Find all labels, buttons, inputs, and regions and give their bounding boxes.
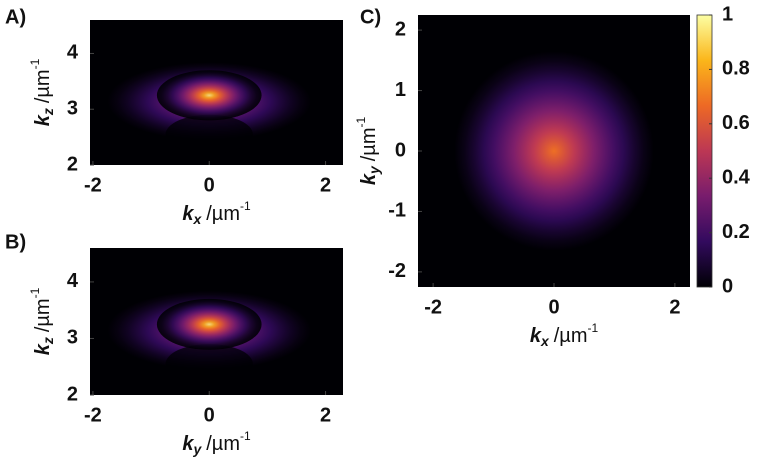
heatmap-core bbox=[156, 70, 262, 121]
x-tick-label: -2 bbox=[84, 404, 102, 426]
x-axis-label-sub: x bbox=[192, 211, 202, 227]
y-tick-label: 1 bbox=[395, 79, 406, 101]
y-tick-label: 2 bbox=[395, 18, 406, 40]
x-axis-label: kx/µm-1 bbox=[182, 199, 251, 227]
y-axis-label-unit: /µm bbox=[358, 128, 380, 162]
x-tick-label: -2 bbox=[84, 174, 102, 196]
y-axis-label-sub: y bbox=[366, 165, 382, 175]
colorbar-tick-label: 0.6 bbox=[722, 112, 750, 134]
x-axis-label-unit: /µm bbox=[206, 433, 240, 455]
x-axis-label-var: k bbox=[182, 203, 194, 225]
x-tick-label: 0 bbox=[204, 404, 215, 426]
y-axis-label-unit: /µm bbox=[32, 69, 54, 103]
y-tick-label: 2 bbox=[67, 383, 78, 405]
heatmap-disc bbox=[454, 51, 654, 251]
y-axis-label: ky/µm-1 bbox=[354, 117, 382, 186]
colorbar-tick-label: 1 bbox=[722, 3, 733, 25]
colorbar-tick-label: 0 bbox=[722, 275, 733, 297]
x-axis-label-exp: -1 bbox=[588, 321, 599, 335]
colorbar-tick-label: 0.2 bbox=[722, 221, 750, 243]
y-tick-label: -2 bbox=[388, 260, 406, 282]
y-axis-label-sub: z bbox=[40, 337, 56, 345]
panel-label: C) bbox=[360, 6, 381, 28]
y-axis-label-unit: /µm bbox=[32, 298, 54, 332]
x-axis-label-unit: /µm bbox=[554, 325, 588, 347]
x-axis-label-sub: x bbox=[540, 333, 550, 349]
colorbar-tick-label: 0.4 bbox=[722, 166, 751, 188]
y-tick-label: 3 bbox=[67, 327, 78, 349]
y-axis-label: kz/µm-1 bbox=[28, 58, 56, 126]
x-tick-label: -2 bbox=[424, 296, 442, 318]
x-tick-label: 2 bbox=[669, 296, 680, 318]
x-axis-label: ky/µm-1 bbox=[182, 429, 251, 457]
x-axis-label-unit: /µm bbox=[206, 203, 240, 225]
y-axis-label-exp: -1 bbox=[354, 117, 368, 128]
x-tick-label: 2 bbox=[320, 404, 331, 426]
colorbar-tick-label: 0.8 bbox=[722, 58, 750, 80]
x-tick-label: 0 bbox=[204, 174, 215, 196]
x-axis-label-var: k bbox=[182, 433, 194, 455]
x-axis-label-exp: -1 bbox=[240, 199, 251, 213]
heatmap-dip bbox=[165, 344, 253, 384]
y-tick-label: 4 bbox=[67, 42, 79, 64]
y-axis-label-exp: -1 bbox=[28, 287, 42, 298]
colorbar bbox=[696, 14, 713, 288]
y-tick-label: 3 bbox=[67, 98, 78, 120]
x-axis-label-sub: y bbox=[192, 441, 202, 457]
heatmap-dip bbox=[165, 114, 253, 154]
y-axis-label-var: k bbox=[32, 343, 54, 355]
panel-label: B) bbox=[5, 231, 26, 253]
y-axis-label: kz/µm-1 bbox=[28, 287, 56, 355]
y-tick-label: 4 bbox=[67, 270, 79, 292]
x-axis-label: kx/µm-1 bbox=[530, 321, 599, 349]
x-axis-label-var: k bbox=[530, 325, 542, 347]
y-axis-label-var: k bbox=[32, 114, 54, 126]
y-axis-label-var: k bbox=[358, 173, 380, 185]
heatmap-core bbox=[156, 298, 262, 350]
panel-label: A) bbox=[5, 6, 26, 28]
x-tick-label: 0 bbox=[548, 296, 559, 318]
y-tick-label: 2 bbox=[67, 153, 78, 175]
x-tick-label: 2 bbox=[320, 174, 331, 196]
y-tick-label: -1 bbox=[388, 200, 406, 222]
x-axis-label-exp: -1 bbox=[240, 429, 251, 443]
y-tick-label: 0 bbox=[395, 139, 406, 161]
y-axis-label-sub: z bbox=[40, 108, 56, 116]
y-axis-label-exp: -1 bbox=[28, 58, 42, 69]
